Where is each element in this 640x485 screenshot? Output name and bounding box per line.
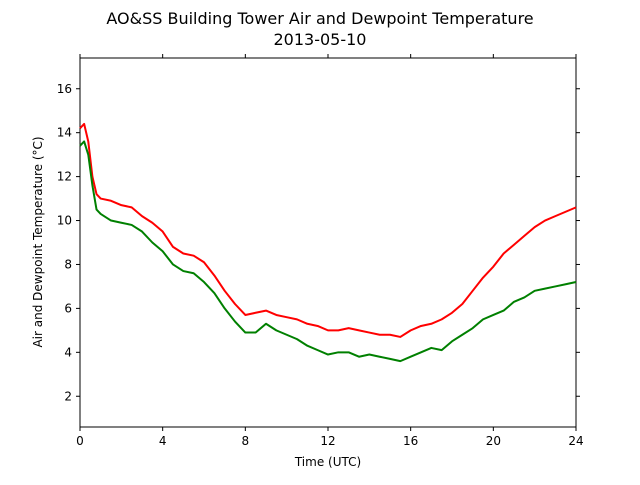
y-tick-label: 12 [57, 170, 72, 184]
series-line-2 [79, 140, 577, 363]
x-tick-label: 24 [568, 434, 583, 448]
y-tick-label: 8 [64, 257, 72, 271]
series-layer [79, 122, 577, 363]
x-tick-label: 8 [242, 434, 250, 448]
y-tick-label: 4 [64, 345, 72, 359]
plot-area-frame [79, 57, 577, 428]
x-tick-label: 20 [486, 434, 501, 448]
chart-subtitle: 2013-05-10 [274, 30, 367, 49]
y-tick-label: 2 [64, 389, 72, 403]
x-axis-label: Time (UTC) [294, 455, 361, 469]
x-tick-label: 0 [76, 434, 84, 448]
series-line-1 [79, 122, 577, 338]
y-tick-label: 14 [57, 126, 72, 140]
chart-title: AO&SS Building Tower Air and Dewpoint Te… [106, 9, 533, 28]
y-tick-label: 6 [64, 301, 72, 315]
y-tick-label: 16 [57, 82, 72, 96]
x-tick-label: 12 [320, 434, 335, 448]
x-tick-label: 4 [159, 434, 167, 448]
y-tick-label: 10 [57, 214, 72, 228]
x-tick-label: 16 [403, 434, 418, 448]
y-axis-label: Air and Dewpoint Temperature (°C) [31, 136, 45, 347]
